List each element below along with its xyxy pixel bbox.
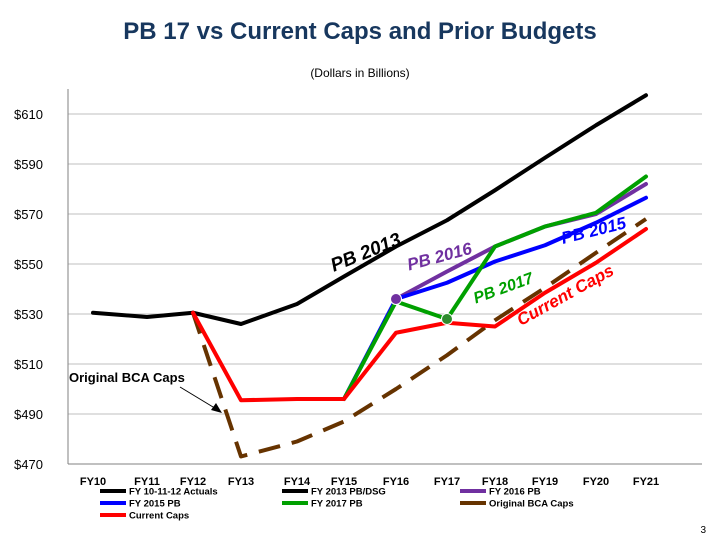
y-tick-label: $610 xyxy=(14,107,43,122)
series-line-original-bca-caps xyxy=(191,217,648,459)
legend-item: FY 2013 PB/DSG xyxy=(282,487,386,498)
x-tick-label: FY19 xyxy=(532,476,558,488)
callout-arrow-line xyxy=(179,386,219,411)
legend-item: FY 2015 PB xyxy=(100,499,181,510)
x-tick-label: FY18 xyxy=(482,476,508,488)
legend-item: FY 2016 PB xyxy=(460,487,541,498)
series-annotation: PB 2013 xyxy=(328,229,405,276)
legend-item: FY 2017 PB xyxy=(282,499,363,510)
x-tick-label: FY13 xyxy=(228,476,254,488)
y-tick-label: $490 xyxy=(14,407,43,422)
series-line-fy-10-11-12-actuals xyxy=(91,310,195,319)
legend-label: FY 2013 PB/DSG xyxy=(311,487,386,498)
x-tick-label: FY17 xyxy=(434,476,460,488)
callout-arrow xyxy=(179,386,222,413)
legend-item: Current Caps xyxy=(100,511,189,522)
x-tick-label: FY14 xyxy=(284,476,311,488)
series-lines xyxy=(91,93,648,459)
legend-label: FY 2015 PB xyxy=(129,499,181,510)
series-line-current-caps xyxy=(191,227,648,403)
gridlines xyxy=(67,89,702,465)
series-annotation: PB 2016 xyxy=(405,239,474,275)
data-marker xyxy=(441,313,453,325)
x-tick-label: FY15 xyxy=(331,476,357,488)
series-markers xyxy=(390,293,453,325)
y-tick-label: $550 xyxy=(14,257,43,272)
legend-label: Current Caps xyxy=(129,511,189,522)
y-tick-label: $510 xyxy=(14,357,43,372)
y-axis-tick-labels: $470 $490 $510 $530 $550 $570 $590 $610 xyxy=(14,107,43,472)
y-tick-label: $570 xyxy=(14,207,43,222)
chart-subtitle: (Dollars in Billions) xyxy=(310,66,410,80)
x-tick-label: FY16 xyxy=(383,476,409,488)
y-tick-label: $530 xyxy=(14,307,43,322)
chart-legend: FY 10-11-12 Actuals FY 2013 PB/DSG FY 2016… xyxy=(100,487,574,522)
legend-label: FY 2016 PB xyxy=(489,487,541,498)
page-number: 3 xyxy=(700,525,706,536)
legend-item: FY 10-11-12 Actuals xyxy=(100,487,218,498)
legend-label: FY 10-11-12 Actuals xyxy=(129,487,218,498)
callout-arrow-head xyxy=(211,403,222,413)
x-axis-tick-labels: FY10 FY11 FY12 FY13 FY14 FY15 FY16 FY17 FY18 FY19… xyxy=(80,476,659,488)
data-marker xyxy=(390,293,402,305)
legend-item: Original BCA Caps xyxy=(460,499,574,510)
x-tick-label: FY20 xyxy=(583,476,609,488)
x-tick-label: FY12 xyxy=(180,476,206,488)
y-tick-label: $470 xyxy=(14,457,43,472)
legend-label: Original BCA Caps xyxy=(489,499,574,510)
series-line-fy-2013-pb-dsg xyxy=(191,93,648,326)
chart-title: PB 17 vs Current Caps and Prior Budgets xyxy=(123,18,597,45)
callout-original-bca-caps: Original BCA Caps xyxy=(69,370,185,385)
x-tick-label: FY11 xyxy=(134,476,160,488)
legend-label: FY 2017 PB xyxy=(311,499,363,510)
x-tick-label: FY10 xyxy=(80,476,106,488)
x-tick-label: FY21 xyxy=(633,476,659,488)
y-tick-label: $590 xyxy=(14,157,43,172)
